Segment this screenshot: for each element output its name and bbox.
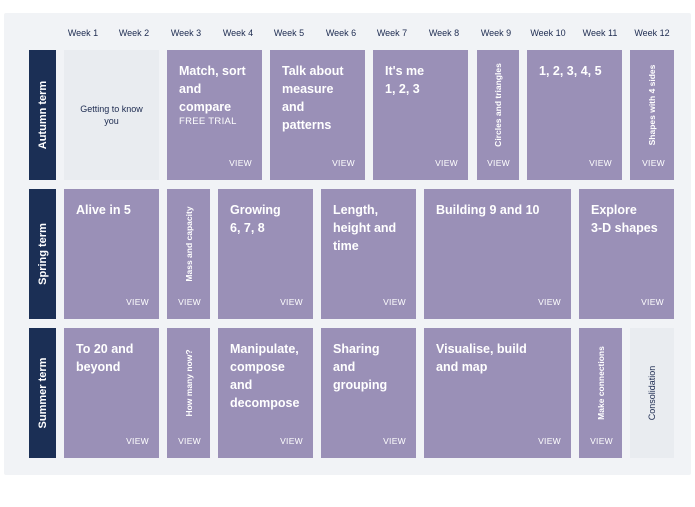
autumn-card-match-sort-compare[interactable]: Match, sort and compare FREE TRIAL VIEW [167, 50, 262, 180]
summer-card-consolidation[interactable]: Consolidation [630, 328, 674, 458]
week-header-8: Week 8 [428, 28, 460, 38]
term-label-spring: Spring term [29, 189, 56, 319]
week-header-11: Week 11 [582, 28, 618, 38]
view-link[interactable]: VIEW [383, 436, 406, 446]
view-link[interactable]: VIEW [383, 297, 406, 307]
card-title: Visualise, build and map [436, 342, 527, 374]
autumn-card-circles-triangles[interactable]: Circles and triangles VIEW [477, 50, 519, 180]
autumn-card-getting-to-know-you[interactable]: Getting to know you [64, 50, 159, 180]
card-title: Alive in 5 [76, 203, 131, 217]
summer-card-how-many-now[interactable]: How many now? VIEW [167, 328, 210, 458]
view-link[interactable]: VIEW [435, 158, 458, 168]
card-title: 1, 2, 3, 4, 5 [539, 64, 602, 78]
week-header-3: Week 3 [170, 28, 202, 38]
view-link[interactable]: VIEW [126, 297, 149, 307]
card-title: Talk about measure and patterns [282, 64, 344, 132]
view-link[interactable]: VIEW [538, 297, 561, 307]
summer-card-visualise-build-map[interactable]: Visualise, build and map VIEW [424, 328, 571, 458]
card-title: Mass and capacity [183, 206, 194, 282]
view-link[interactable]: VIEW [229, 158, 252, 168]
spring-card-explore-3d-shapes[interactable]: Explore 3-D shapes VIEW [579, 189, 674, 319]
autumn-card-its-me-123[interactable]: It's me 1, 2, 3 VIEW [373, 50, 468, 180]
card-title: How many now? [183, 349, 194, 417]
card-title: Getting to know you [80, 104, 143, 126]
card-title: Building 9 and 10 [436, 203, 540, 217]
view-link[interactable]: VIEW [590, 436, 613, 446]
view-link[interactable]: VIEW [280, 436, 303, 446]
card-title: Match, sort and compare [179, 64, 246, 114]
autumn-card-12345[interactable]: 1, 2, 3, 4, 5 VIEW [527, 50, 622, 180]
summer-card-make-connections[interactable]: Make connections VIEW [579, 328, 622, 458]
term-label-summer: Summer term [29, 328, 56, 458]
week-header-9: Week 9 [480, 28, 512, 38]
view-link[interactable]: VIEW [641, 297, 664, 307]
week-header-7: Week 7 [376, 28, 408, 38]
summer-card-to-20-and-beyond[interactable]: To 20 and beyond VIEW [64, 328, 159, 458]
spring-card-mass-capacity[interactable]: Mass and capacity VIEW [167, 189, 210, 319]
term-label-autumn: Autumn term [29, 50, 56, 180]
view-link[interactable]: VIEW [178, 436, 201, 446]
week-header-4: Week 4 [222, 28, 254, 38]
card-title: Manipulate, compose and decompose [230, 342, 300, 410]
card-title: Growing 6, 7, 8 [230, 203, 281, 235]
free-trial-label: FREE TRIAL [179, 116, 237, 127]
autumn-card-shapes-4-sides[interactable]: Shapes with 4 sides VIEW [630, 50, 674, 180]
view-link[interactable]: VIEW [487, 158, 510, 168]
spring-card-length-height-time[interactable]: Length, height and time VIEW [321, 189, 416, 319]
card-title: It's me 1, 2, 3 [385, 64, 425, 96]
view-link[interactable]: VIEW [642, 158, 665, 168]
week-header-2: Week 2 [118, 28, 150, 38]
card-title: Consolidation [647, 365, 657, 421]
autumn-card-talk-about-measure[interactable]: Talk about measure and patterns VIEW [270, 50, 365, 180]
week-header-10: Week 10 [530, 28, 566, 38]
week-header-5: Week 5 [273, 28, 305, 38]
view-link[interactable]: VIEW [332, 158, 355, 168]
summer-card-manipulate-compose[interactable]: Manipulate, compose and decompose VIEW [218, 328, 313, 458]
week-header-6: Week 6 [325, 28, 357, 38]
view-link[interactable]: VIEW [280, 297, 303, 307]
card-title: Explore 3-D shapes [591, 203, 658, 235]
card-title: Length, height and time [333, 203, 397, 253]
spring-card-building-9-10[interactable]: Building 9 and 10 VIEW [424, 189, 571, 319]
card-title: Shapes with 4 sides [647, 64, 657, 145]
summer-card-sharing-grouping[interactable]: Sharing and grouping VIEW [321, 328, 416, 458]
card-title: Circles and triangles [493, 62, 503, 147]
view-link[interactable]: VIEW [538, 436, 561, 446]
card-title: Make connections [595, 345, 606, 420]
spring-card-alive-in-5[interactable]: Alive in 5 VIEW [64, 189, 159, 319]
week-header-12: Week 12 [634, 28, 670, 38]
card-title: To 20 and beyond [76, 342, 134, 374]
view-link[interactable]: VIEW [178, 297, 201, 307]
view-link[interactable]: VIEW [126, 436, 149, 446]
spring-card-growing-678[interactable]: Growing 6, 7, 8 VIEW [218, 189, 313, 319]
week-header-1: Week 1 [67, 28, 99, 38]
card-title: Sharing and grouping [333, 342, 388, 392]
view-link[interactable]: VIEW [589, 158, 612, 168]
